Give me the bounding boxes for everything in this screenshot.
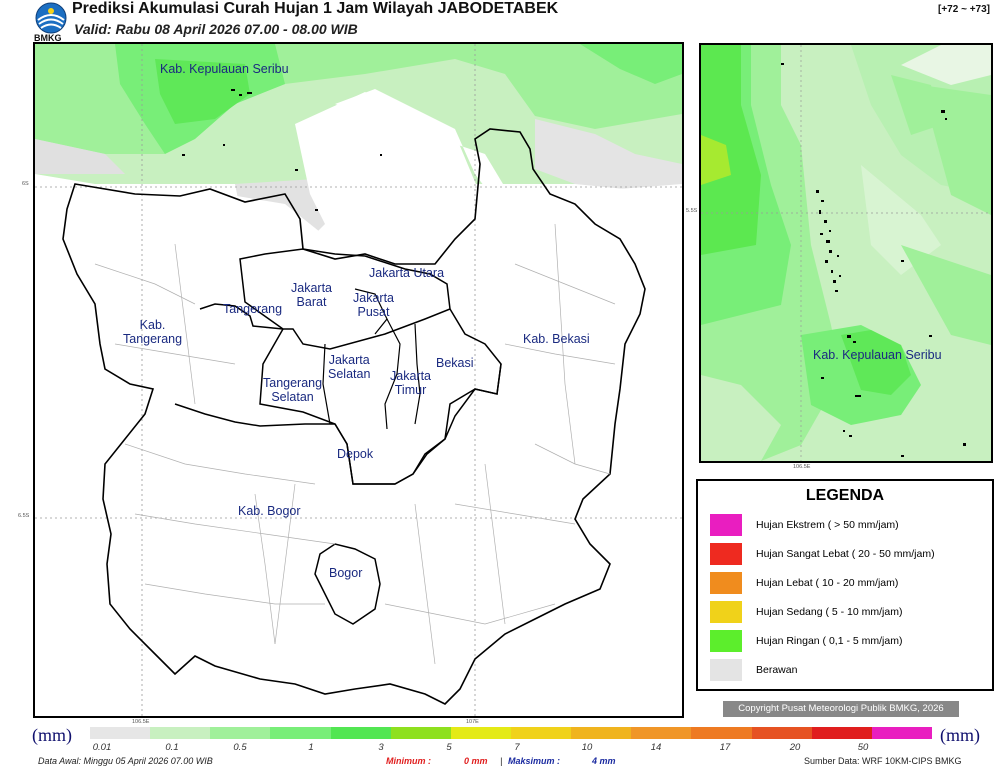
inset-label-kepulauan-seribu: Kab. Kepulauan Seribu: [813, 348, 942, 362]
label-kab-tangerang: Kab. Tangerang: [123, 318, 183, 346]
colorbar-segment: [811, 727, 872, 739]
colorbar-tick: 0.1: [165, 742, 179, 753]
legend-swatch: [710, 572, 742, 594]
colorbar-tick: 1: [308, 742, 314, 753]
legend-label: Hujan Lebat ( 10 - 20 mm/jam): [756, 577, 899, 589]
legend-swatch: [710, 630, 742, 652]
colorbar-tick: 10: [581, 742, 593, 753]
main-map-canvas: [35, 44, 682, 716]
lon-axis-107e: 107E: [466, 719, 479, 725]
legend-label: Hujan Ringan ( 0,1 - 5 mm/jam): [756, 635, 903, 647]
label-jakarta-timur: Jakarta Timur: [390, 369, 431, 397]
legend: LEGENDA Hujan Ekstrem ( > 50 mm/jam) Huj…: [696, 479, 994, 691]
colorbar-segment: [571, 727, 632, 739]
inset-lon-tick: 106.5E: [793, 464, 811, 470]
colorbar-segment: [390, 727, 451, 739]
valid-time: Valid: Rabu 08 April 2026 07.00 - 08.00 …: [74, 21, 358, 37]
colorbar-segment: [631, 727, 692, 739]
colorbar-tick: 7: [514, 742, 520, 753]
colorbar-segment: [270, 727, 331, 739]
colorbar-tick: 14: [650, 742, 662, 753]
label-depok: Depok: [337, 447, 374, 461]
legend-label: Hujan Sedang ( 5 - 10 mm/jam): [756, 606, 903, 618]
label-jakarta-barat: Jakarta Barat: [291, 281, 332, 309]
colorbar-tick: 5: [446, 742, 452, 753]
colorbar-segment: [450, 727, 511, 739]
legend-item-ringan: Hujan Ringan ( 0,1 - 5 mm/jam): [710, 630, 902, 652]
data-source: Sumber Data: WRF 10KM-CIPS BMKG: [804, 756, 962, 766]
bmkg-logo: [34, 2, 68, 34]
colorbar-segment: [330, 727, 391, 739]
maksimum-value: 4 mm: [592, 756, 616, 766]
minimum-label: Minimum :: [386, 756, 431, 766]
lon-axis-106-5e: 106.5E: [132, 719, 150, 725]
label-jakarta-selatan: Jakarta Selatan: [328, 353, 371, 381]
legend-item-lebat: Hujan Lebat ( 10 - 20 mm/jam): [710, 572, 898, 594]
colorbar-segment: [871, 727, 932, 739]
colorbar-segment: [691, 727, 752, 739]
legend-swatch: [710, 514, 742, 536]
page-title: Prediksi Akumulasi Curah Hujan 1 Jam Wil…: [72, 0, 559, 17]
legend-label: Hujan Ekstrem ( > 50 mm/jam): [756, 519, 899, 531]
colorbar-segment: [510, 727, 572, 739]
inset-map-canvas: [701, 45, 991, 461]
label-kab-bogor: Kab. Bogor: [238, 504, 301, 518]
copyright: Copyright Pusat Meteorologi Publik BMKG,…: [723, 701, 959, 717]
inset-lat-tick: 5.5S: [686, 208, 698, 214]
colorbar-tick: 50: [857, 742, 869, 753]
colorbar: [90, 727, 932, 739]
label-bekasi: Bekasi: [436, 356, 474, 370]
data-awal: Data Awal: Minggu 05 April 2026 07.00 WI…: [38, 756, 213, 766]
lat-axis-6s: 6S: [22, 181, 29, 187]
forecast-range: [+72 ~ +73]: [938, 4, 990, 15]
colorbar-segment: [150, 727, 211, 739]
colorbar-segment: [751, 727, 812, 739]
legend-title: LEGENDA: [805, 487, 885, 504]
label-kepulauan-seribu: Kab. Kepulauan Seribu: [160, 62, 289, 76]
legend-swatch: [710, 659, 742, 681]
colorbar-tick: 0.5: [233, 742, 247, 753]
legend-item-sangat-lebat: Hujan Sangat Lebat ( 20 - 50 mm/jam): [710, 543, 935, 565]
label-bogor: Bogor: [329, 566, 363, 580]
lat-axis-6-5s: 6.5S: [18, 513, 30, 519]
label-kab-bekasi: Kab. Bekasi: [523, 332, 590, 346]
legend-label: Berawan: [756, 664, 798, 676]
legend-item-berawan: Berawan: [710, 659, 797, 681]
label-jakarta-utara: Jakarta Utara: [369, 266, 445, 280]
label-jakarta-pusat: Jakarta Pusat: [353, 291, 394, 319]
legend-swatch: [710, 543, 742, 565]
inset-map[interactable]: Kab. Kepulauan Seribu: [699, 43, 993, 463]
label-tangerang: Tangerang: [223, 302, 283, 316]
legend-label: Hujan Sangat Lebat ( 20 - 50 mm/jam): [756, 548, 935, 560]
main-map[interactable]: Kab. Kepulauan Seribu Jakarta Utara Jaka…: [33, 42, 684, 718]
legend-item-sedang: Hujan Sedang ( 5 - 10 mm/jam): [710, 601, 902, 623]
logo-text: BMKG: [34, 33, 62, 43]
bmkg-logo-icon: [35, 2, 67, 34]
colorbar-tick: 17: [719, 742, 731, 753]
colorbar-segment: [90, 727, 151, 739]
colorbar-tick: 3: [378, 742, 384, 753]
minimum-value: 0 mm: [464, 756, 488, 766]
colorbar-unit-right: (mm): [940, 725, 980, 745]
legend-item-ekstrem: Hujan Ekstrem ( > 50 mm/jam): [710, 514, 899, 536]
colorbar-tick: 0.01: [92, 742, 112, 753]
maksimum-label: Maksimum :: [508, 756, 561, 766]
label-tangerang-selatan: Tangerang Selatan: [263, 376, 323, 404]
legend-swatch: [710, 601, 742, 623]
footer-separator: |: [500, 756, 503, 766]
colorbar-unit-left: (mm): [32, 725, 72, 745]
colorbar-segment: [210, 727, 271, 739]
colorbar-tick: 20: [789, 742, 801, 753]
